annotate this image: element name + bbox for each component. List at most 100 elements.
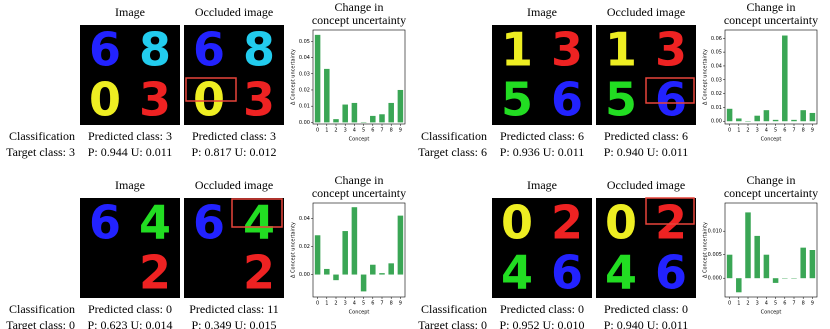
digit: 4 <box>139 196 171 250</box>
bar <box>360 274 367 292</box>
x-tick-label: 2 <box>334 128 337 134</box>
x-tick-label: 9 <box>811 301 814 307</box>
y-tick-label: 0.000 <box>708 276 722 282</box>
image <box>596 25 696 125</box>
chart-title: concept uncertainty <box>312 186 406 200</box>
plot-frame <box>312 202 406 298</box>
x-tick-label: 5 <box>774 301 777 307</box>
bar <box>736 278 742 293</box>
chart-title: Change in <box>335 173 384 187</box>
x-tick-label: 1 <box>325 128 328 134</box>
x-tick-label: 6 <box>371 128 374 134</box>
x-tick-label: 4 <box>353 128 356 134</box>
bar <box>800 110 806 122</box>
x-tick-label: 4 <box>765 301 768 307</box>
scores: P: 0.940 U: 0.011 <box>604 145 689 159</box>
bar <box>726 254 733 279</box>
x-tick-label: 8 <box>390 128 393 134</box>
row-label: Target class: 3 <box>6 145 75 159</box>
chart-title: concept uncertainty <box>312 13 406 27</box>
x-tick-label: 0 <box>728 301 731 307</box>
image-title: Occluded image <box>195 178 273 192</box>
digit: 3 <box>243 73 275 127</box>
x-tick-label: 0 <box>316 128 319 134</box>
bar <box>351 207 358 275</box>
digit: 2 <box>139 246 171 300</box>
x-tick-label: 8 <box>802 128 805 134</box>
x-axis-label: Concept <box>761 137 782 143</box>
digit: 5 <box>501 73 533 127</box>
bar <box>800 247 806 279</box>
occlusion-box <box>645 77 695 104</box>
prediction: Predicted class: 3 <box>88 129 172 143</box>
scores: P: 0.944 U: 0.011 <box>88 145 173 159</box>
digit: 2 <box>655 196 687 250</box>
bar <box>333 274 339 281</box>
x-tick-label: 7 <box>792 301 795 307</box>
bar <box>763 254 770 279</box>
bar <box>388 263 394 275</box>
scores: P: 0.940 U: 0.011 <box>604 318 689 329</box>
y-tick-label: 0.06 <box>711 36 722 42</box>
x-axis-label: Concept <box>761 310 782 316</box>
x-tick-label: 9 <box>399 301 402 307</box>
bar <box>314 235 321 275</box>
row-label: Classification <box>421 302 487 316</box>
x-tick-label: 3 <box>756 301 759 307</box>
image <box>184 198 284 298</box>
bar <box>782 35 788 122</box>
x-tick-label: 0 <box>728 128 731 134</box>
bar <box>314 34 321 123</box>
x-tick-label: 1 <box>737 301 740 307</box>
x-tick-label: 3 <box>756 128 759 134</box>
x-tick-label: 2 <box>334 301 337 307</box>
row-label: Classification <box>421 129 487 143</box>
y-tick-label: 0.02 <box>711 91 722 97</box>
digit: 1 <box>605 23 637 77</box>
digit: 0 <box>89 73 121 127</box>
prediction: Predicted class: 11 <box>189 302 279 316</box>
x-tick-label: 2 <box>746 128 749 134</box>
image-title: Occluded image <box>195 5 273 19</box>
occlusion-box <box>645 197 695 225</box>
image <box>492 25 592 125</box>
y-tick-label: 0.03 <box>299 71 310 77</box>
image <box>184 25 284 125</box>
x-axis-label: Concept <box>349 137 370 143</box>
row-label: Classification <box>9 129 75 143</box>
occlusion-box <box>231 198 283 228</box>
bar <box>772 119 779 122</box>
x-tick-label: 4 <box>353 301 356 307</box>
y-tick-label: 0.01 <box>711 105 722 111</box>
bar <box>754 235 760 279</box>
scores: P: 0.623 U: 0.014 <box>87 318 172 329</box>
digit: 0 <box>605 196 637 250</box>
chart-title: Change in <box>747 0 796 14</box>
plot-frame <box>724 202 818 298</box>
y-tick-label: 0.010 <box>708 229 722 235</box>
bar <box>736 118 742 122</box>
x-tick-label: 0 <box>316 301 319 307</box>
y-tick-label: 0.01 <box>299 104 310 110</box>
bar <box>351 102 358 123</box>
y-tick-label: 0.03 <box>711 77 722 83</box>
digit: 6 <box>89 23 121 77</box>
bar <box>370 115 376 123</box>
y-tick-label: 0.04 <box>299 55 310 61</box>
digit: 1 <box>501 23 533 77</box>
bar <box>791 119 797 122</box>
x-tick-label: 1 <box>737 128 740 134</box>
bar <box>809 112 816 122</box>
bar <box>754 115 760 122</box>
y-tick-label: 0.00 <box>299 120 310 126</box>
x-tick-label: 8 <box>390 301 393 307</box>
bar <box>397 89 404 123</box>
x-tick-label: 5 <box>362 128 365 134</box>
image-title: Image <box>115 5 145 19</box>
x-tick-label: 3 <box>344 301 347 307</box>
bar <box>324 68 330 123</box>
y-axis-label: Δ Concept uncertainty <box>291 49 297 105</box>
y-tick-label: 0.04 <box>711 63 722 69</box>
y-tick-label: 0.005 <box>708 252 722 258</box>
